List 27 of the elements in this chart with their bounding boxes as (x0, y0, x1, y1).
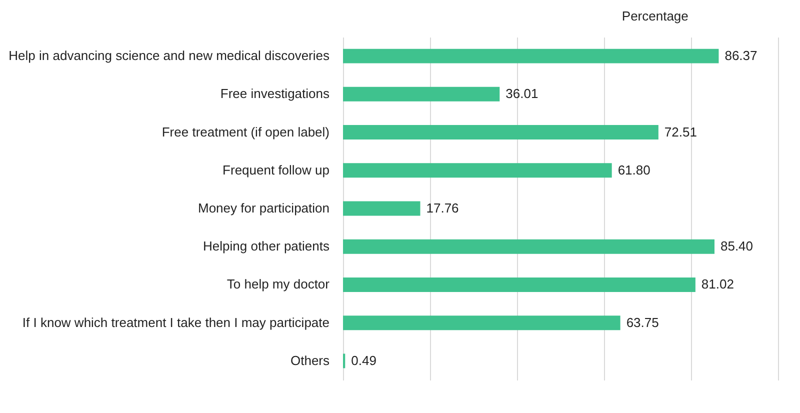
data-label: 63.75 (626, 314, 659, 330)
bar (343, 86, 500, 102)
bar (343, 201, 420, 216)
data-label: 0.49 (351, 352, 376, 368)
y-tick-label: Others (290, 352, 330, 368)
y-tick-label: Help in advancing science and new medical discoveries (8, 48, 330, 64)
y-tick-label: Free treatment (if open label) (162, 124, 330, 140)
data-label: 85.40 (720, 238, 754, 254)
y-tick-label: Free investigations (220, 86, 330, 102)
data-label: 17.76 (426, 200, 459, 216)
y-tick-label: If I know which treatment I take then I may participate (22, 314, 330, 330)
data-label: 36.01 (506, 86, 538, 102)
bar (343, 125, 658, 140)
y-tick-label: To help my doctor (226, 276, 330, 292)
bar (343, 163, 612, 178)
data-label: 72.51 (664, 124, 697, 140)
bar (343, 316, 620, 330)
data-label: 81.02 (701, 276, 734, 292)
data-label: 61.80 (618, 162, 650, 178)
y-tick-label: Helping other patients (203, 238, 330, 254)
y-tick-label: Frequent follow up (222, 162, 330, 178)
bar (343, 48, 719, 64)
x-axis-title: Percentage (622, 8, 688, 24)
data-label: 86.37 (724, 48, 758, 64)
bar (343, 277, 696, 292)
y-tick-label: Money for participation (198, 200, 330, 216)
bar (343, 239, 714, 254)
